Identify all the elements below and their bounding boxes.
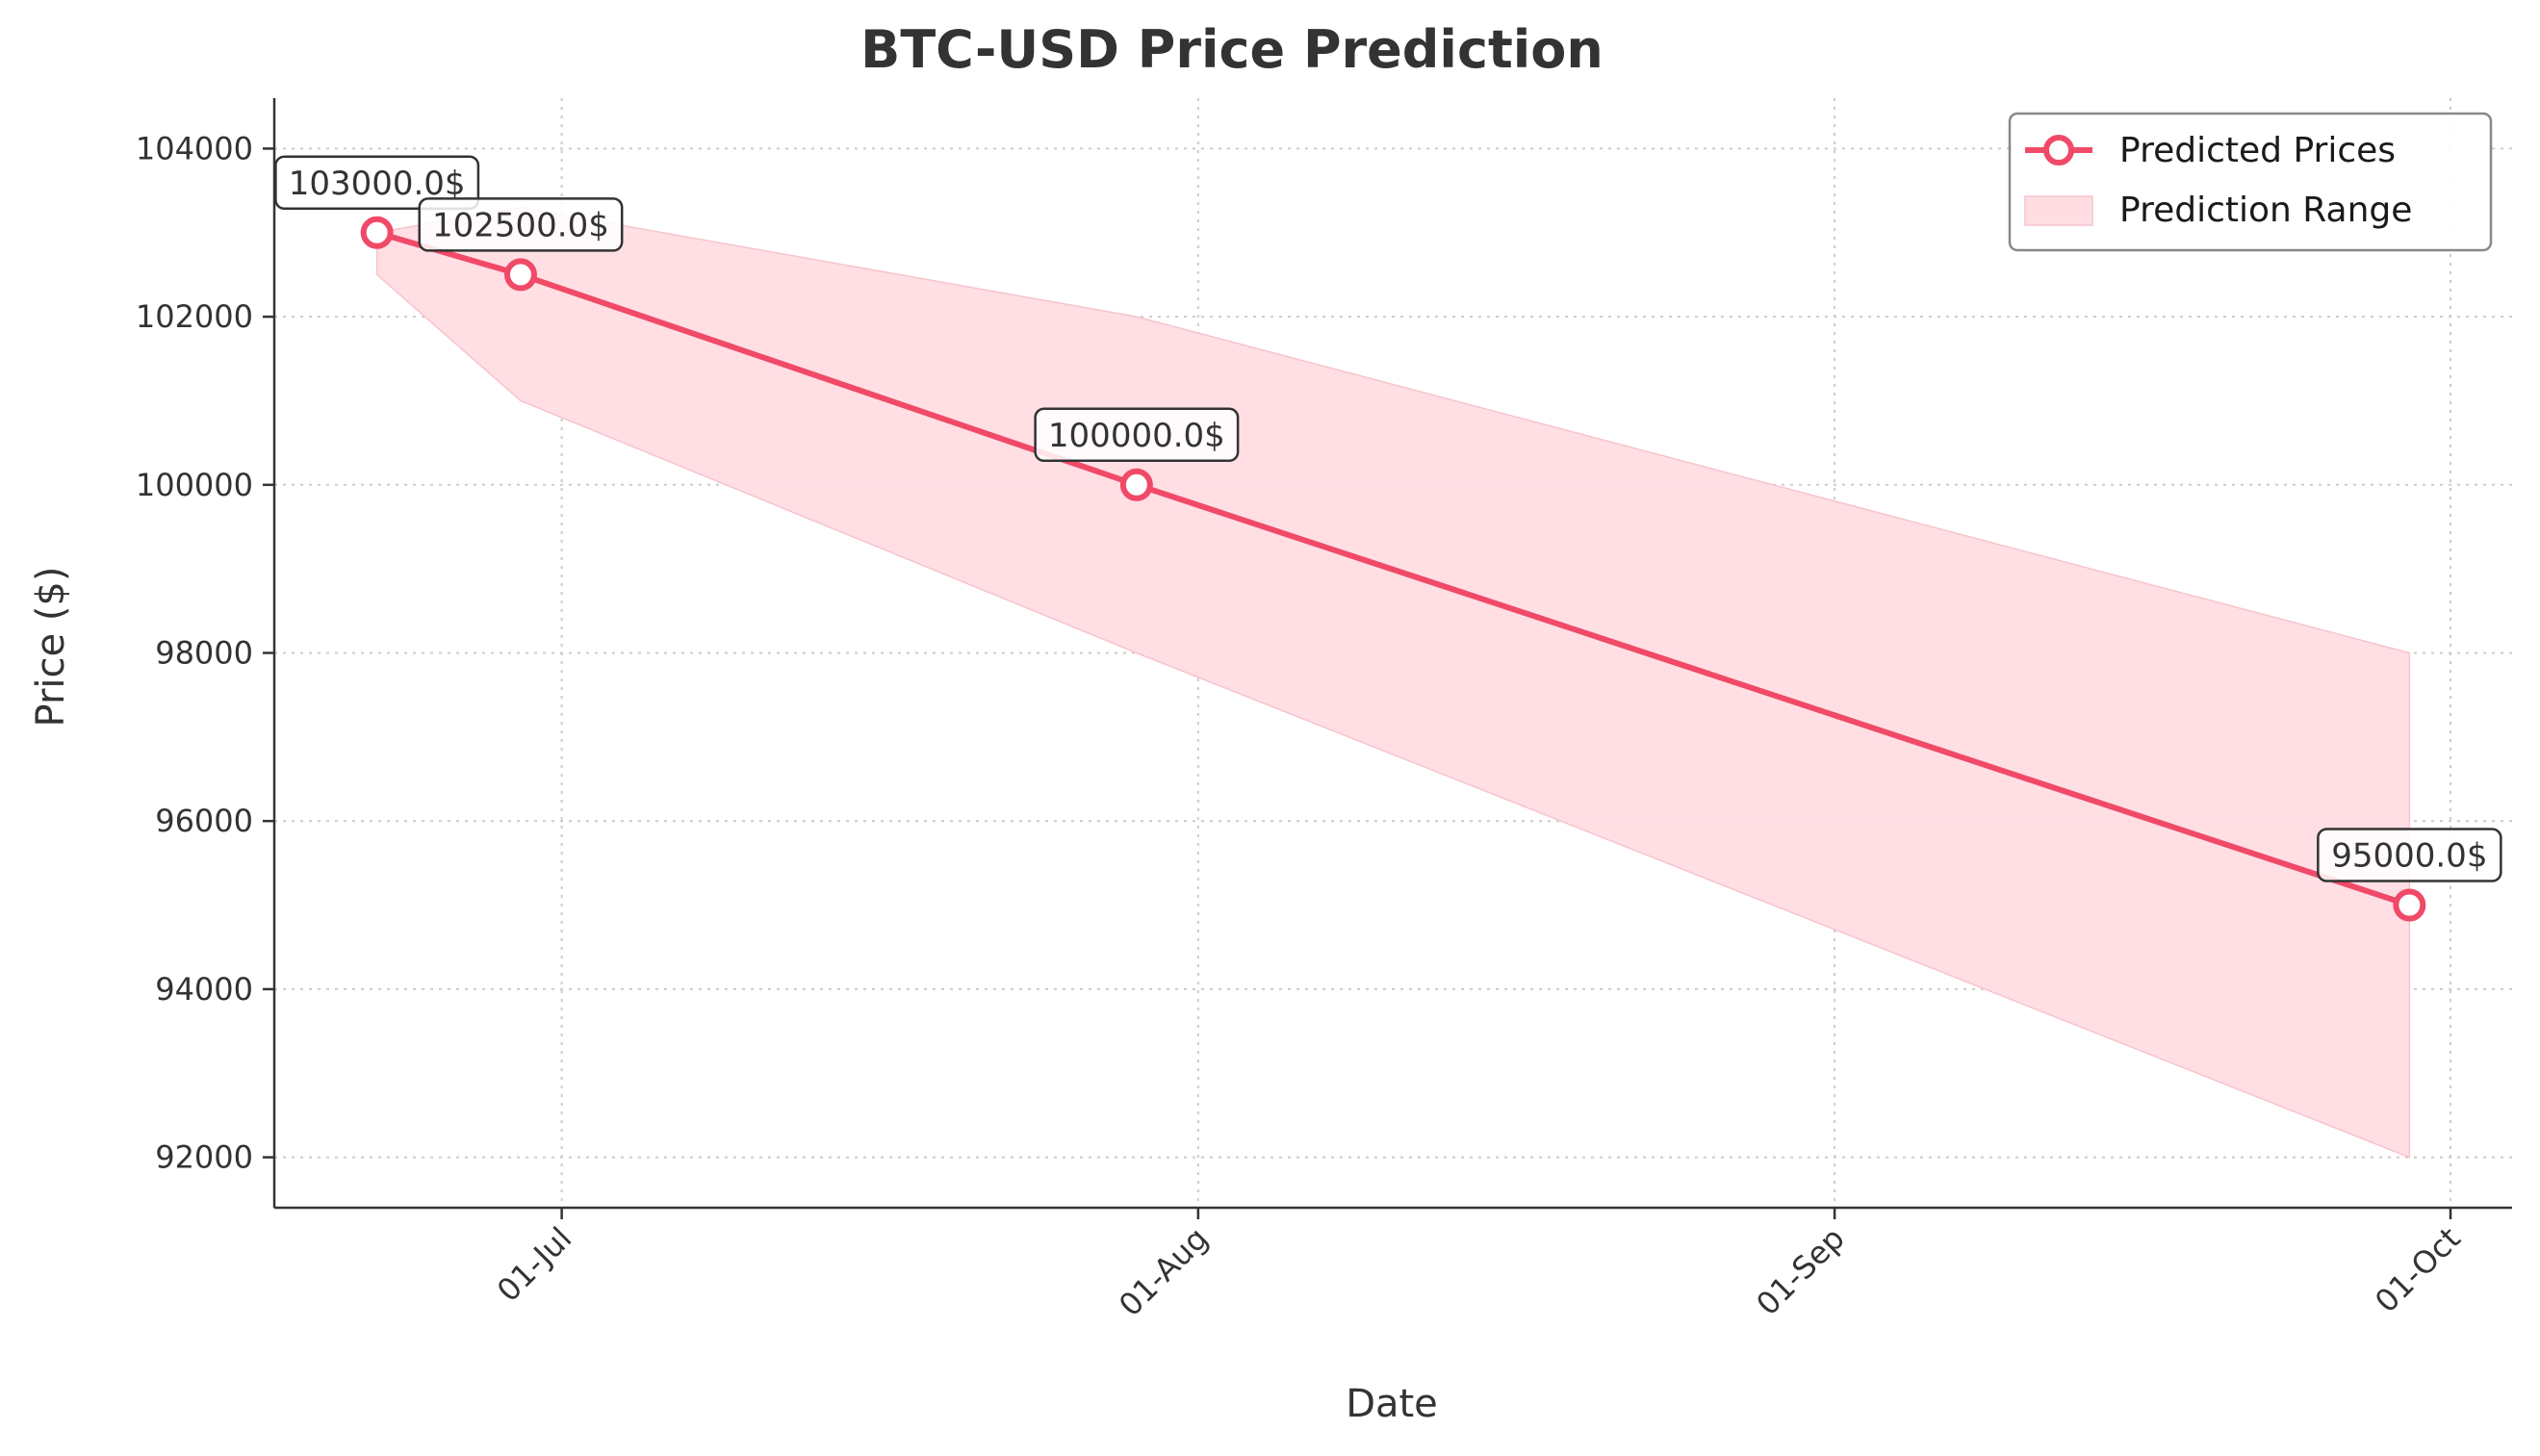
- y-tick-label: 94000: [155, 971, 253, 1008]
- data-label-text: 102500.0$: [432, 206, 609, 244]
- chart-title: BTC-USD Price Prediction: [860, 19, 1604, 80]
- data-label-box: [2317, 828, 2502, 882]
- y-tick-label: 104000: [136, 130, 253, 166]
- y-tick-label: 98000: [155, 635, 253, 672]
- legend-label-prediction-range: Prediction Range: [2119, 191, 2412, 230]
- y-tick-label: 92000: [155, 1139, 253, 1176]
- data-point: [503, 258, 537, 292]
- data-point: [2393, 888, 2426, 922]
- data-label: 103000.0$: [274, 155, 480, 211]
- legend-label-predicted-prices: Predicted Prices: [2119, 131, 2396, 170]
- y-axis-label: Price ($): [29, 567, 73, 728]
- predicted-prices-series: [360, 216, 2426, 922]
- data-point: [360, 216, 394, 249]
- data-label-text: 100000.0$: [1048, 417, 1225, 455]
- legend: Predicted Prices Prediction Range: [2008, 112, 2493, 252]
- prediction-range-area: [375, 206, 2411, 1159]
- legend-marker-swatch: [2043, 135, 2074, 166]
- x-tick-label: 01-Aug: [1112, 1220, 1216, 1324]
- data-point: [1119, 468, 1153, 501]
- data-label-box: [274, 155, 480, 211]
- y-tick-label: 100000: [136, 467, 253, 503]
- data-label-box: [1034, 407, 1240, 463]
- data-labels: 103000.0$102500.0$ 100000.0$ 95000.0$: [274, 155, 2502, 882]
- y-tick-label: 96000: [155, 803, 253, 839]
- legend-box: [2008, 112, 2493, 252]
- predicted-prices-line: [375, 229, 2411, 908]
- data-label: 100000.0$: [1034, 407, 1240, 463]
- legend-area-swatch: [2024, 195, 2093, 226]
- x-axis-label: Date: [1346, 1382, 1438, 1426]
- data-label-text: 95000.0$: [2331, 837, 2487, 876]
- data-label: 95000.0$: [2317, 828, 2502, 882]
- data-label: 102500.0$: [418, 197, 624, 252]
- data-label-text: 103000.0$: [289, 165, 466, 203]
- x-tick-label: 01-Sep: [1749, 1220, 1851, 1322]
- data-label-box: [418, 197, 624, 252]
- prediction-range-band: [375, 206, 2411, 1159]
- y-tick-label: 102000: [136, 298, 253, 335]
- x-tick-label: 01-Oct: [2368, 1220, 2468, 1320]
- x-tick-label: 01-Jul: [490, 1220, 578, 1309]
